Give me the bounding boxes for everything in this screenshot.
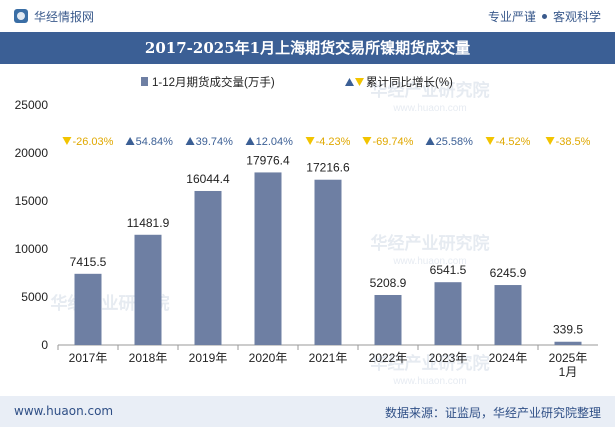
brand-logo-icon (14, 9, 28, 23)
y-tick-label: 5000 (21, 290, 48, 304)
bar-value-label: 6245.9 (490, 266, 527, 280)
top-bar: 华经情报网 专业严谨 客观科学 (0, 0, 615, 32)
x-tick-label: 1月 (559, 365, 578, 379)
x-tick-label: 2023年 (429, 351, 468, 365)
x-tick-label: 2021年 (309, 351, 348, 365)
brand: 华经情报网 (14, 8, 94, 25)
bar-value-label: 6541.5 (430, 263, 467, 277)
bar (554, 341, 582, 345)
legend-bar-swatch (141, 77, 148, 86)
tagline: 专业严谨 客观科学 (488, 8, 601, 25)
growth-label: 12.04% (256, 136, 294, 148)
bar-value-label: 339.5 (553, 323, 583, 337)
chart: 华经产业研究院 www.huaon.com 华经产业研究院 www.huaon.com… (15, 75, 598, 387)
y-tick-label: 20000 (15, 146, 49, 160)
x-tick-label: 2017年 (69, 351, 108, 365)
watermark-url: www.huaon.com (392, 103, 466, 114)
x-tick-label: 2024年 (489, 351, 528, 365)
bar-value-label: 7415.5 (70, 255, 107, 269)
bar (194, 190, 222, 345)
growth-up-triangle-icon (245, 137, 255, 145)
growth-label: -4.23% (316, 136, 351, 148)
bar (314, 179, 342, 345)
x-tick-label: 2018年 (129, 351, 168, 365)
footer-website[interactable]: www.huaon.com (14, 404, 114, 418)
y-tick-label: 10000 (15, 242, 49, 256)
footer: www.huaon.com 数据来源：证监局，华经产业研究院整理 (0, 396, 615, 427)
legend-up-triangle-icon (345, 78, 354, 86)
growth-down-triangle-icon (362, 137, 372, 145)
growth-down-triangle-icon (62, 137, 72, 145)
tagline-right: 客观科学 (552, 10, 601, 24)
legend-down-triangle-icon (355, 78, 364, 86)
footer-source: 数据来源：证监局，华经产业研究院整理 (384, 406, 601, 420)
watermark-text: 华经产业研究院 (371, 233, 490, 253)
y-tick-label: 25000 (15, 98, 49, 112)
tagline-left: 专业严谨 (487, 10, 536, 24)
bar-value-label: 11481.9 (127, 216, 170, 230)
x-tick-label: 2020年 (249, 351, 288, 365)
growth-label: 25.58% (436, 136, 474, 148)
growth-down-triangle-icon (485, 137, 495, 145)
bar-value-label: 17216.6 (306, 161, 350, 175)
bar-value-label: 5208.9 (370, 276, 407, 290)
growth-label: 39.74% (196, 136, 234, 148)
growth-label: 54.84% (136, 136, 174, 148)
bar (434, 282, 462, 345)
bar (134, 234, 162, 345)
legend-bar-label: 1-12月期货成交量(万手) (152, 75, 275, 89)
y-tick-label: 0 (41, 338, 48, 352)
growth-up-triangle-icon (425, 137, 435, 145)
bar-value-label: 17976.4 (246, 153, 290, 167)
growth-down-triangle-icon (305, 137, 315, 145)
x-tick-label: 2025年 (549, 351, 588, 365)
bar-value-label: 16044.4 (186, 172, 230, 186)
bar (74, 273, 102, 345)
growth-down-triangle-icon (545, 137, 555, 145)
brand-name: 华经情报网 (34, 10, 95, 24)
watermark-text: 华经产业研究院 (371, 80, 490, 100)
growth-label: -69.74% (372, 136, 413, 148)
x-tick-label: 2022年 (369, 351, 408, 365)
watermark-url: www.huaon.com (392, 256, 466, 267)
separator-dot-icon (541, 14, 547, 19)
bar (254, 172, 282, 345)
growth-up-triangle-icon (185, 137, 195, 145)
y-tick-label: 15000 (15, 194, 49, 208)
watermark-url: www.huaon.com (392, 376, 466, 387)
bar (374, 294, 402, 345)
growth-up-triangle-icon (125, 137, 135, 145)
chart-title: 2017-2025年1月上海期货交易所镍期货成交量 (0, 32, 615, 64)
legend-line-label: 累计同比增长(%) (366, 75, 453, 89)
watermark-text: 华经产业研究院 (371, 353, 490, 373)
x-tick-label: 2019年 (189, 351, 228, 365)
growth-label: -4.52% (496, 136, 531, 148)
growth-label: -38.5% (556, 136, 591, 148)
growth-label: -26.03% (72, 136, 113, 148)
bar (494, 285, 522, 345)
